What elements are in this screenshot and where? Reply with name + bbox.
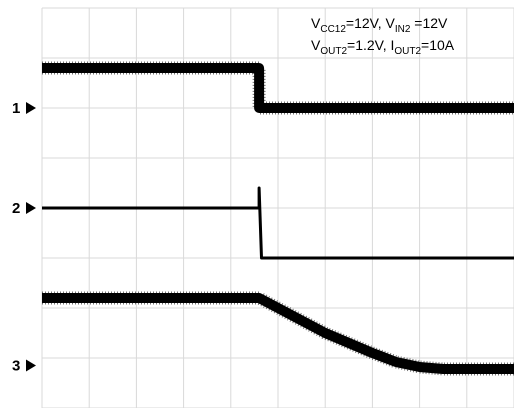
subscript: OUT2 <box>320 46 347 57</box>
annotation-line-2: VOUT2=1.2V, IOUT2=10A <box>311 37 455 57</box>
channel-markers: 1 2 3 <box>12 100 36 375</box>
channel-label-1: 1 <box>12 100 20 117</box>
channel-arrow-icon <box>26 202 36 214</box>
subscript: IN2 <box>395 24 411 35</box>
trace-noise-channel-3 <box>42 291 514 376</box>
text-run: V <box>311 15 321 31</box>
subscript: CC12 <box>320 24 346 35</box>
text-run: =12V, V <box>346 15 396 31</box>
text-run: =1.2V, I <box>347 37 394 53</box>
subscript: OUT2 <box>394 46 421 57</box>
channel-label-3: 3 <box>12 358 20 375</box>
channel-arrow-icon <box>26 102 36 114</box>
text-run: V <box>311 37 321 53</box>
channel-label-2: 2 <box>12 200 20 217</box>
trace-channel-2 <box>42 186 514 260</box>
text-run: =10A <box>421 37 455 53</box>
channel-arrow-icon <box>26 359 36 372</box>
traces <box>42 61 514 376</box>
trace-noise-channel-1 <box>42 61 514 115</box>
annotation-line-1: VCC12=12V, VIN2 =12V <box>311 15 448 35</box>
text-run: =12V <box>410 15 448 31</box>
